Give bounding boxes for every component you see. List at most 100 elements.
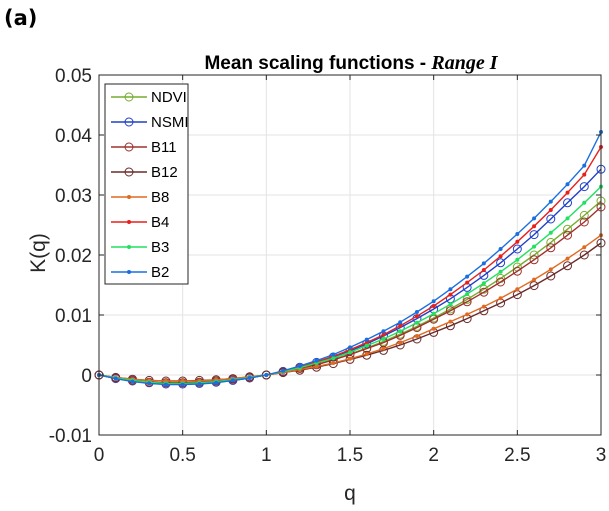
data-point-b3	[448, 302, 453, 307]
data-point-ndvi	[546, 237, 556, 247]
data-point-b4	[414, 314, 419, 319]
legend: NDVI NSMI B11 B12 B8 B4 B3 B2	[104, 83, 189, 285]
data-point-b4	[481, 268, 486, 272]
legend-item-b2: B2	[111, 264, 169, 281]
data-point-b12	[579, 250, 589, 260]
data-point-b8	[348, 356, 352, 361]
data-point-b11	[479, 287, 489, 297]
data-point-b8	[498, 296, 503, 301]
legend-box	[104, 83, 189, 285]
data-point-b11	[445, 306, 455, 316]
data-point-ndvi	[563, 224, 573, 234]
data-point-b2	[113, 376, 118, 381]
data-point-b3	[348, 350, 352, 355]
y-tick-label: 0.02	[55, 246, 92, 267]
y-tick-label: 0.03	[55, 186, 92, 207]
data-point-b8	[448, 319, 453, 324]
data-point-nsmi	[496, 258, 506, 268]
data-point-b3	[398, 329, 403, 334]
legend-marker-b8	[127, 195, 131, 199]
legend-label-b11: B11	[151, 139, 177, 156]
x-tick-label: 1.5	[337, 445, 363, 466]
x-tick-label: 1	[261, 445, 272, 466]
chart-title: Mean scaling functions - Range I	[204, 52, 498, 74]
y-axis-label: K(q)	[27, 233, 50, 273]
data-point-b8	[381, 346, 386, 351]
y-tick-label: -0.01	[49, 426, 92, 447]
data-point-b2	[314, 358, 319, 363]
chart-title-main: Mean scaling functions -	[204, 53, 431, 74]
data-point-nsmi	[512, 244, 522, 254]
y-tick-label: 0.01	[55, 306, 92, 327]
data-point-b3	[465, 292, 470, 296]
data-point-nsmi	[579, 182, 589, 192]
data-point-b11	[512, 266, 522, 276]
legend-marker-nsmi	[124, 117, 134, 127]
data-point-b2	[281, 368, 286, 373]
series-b2	[97, 130, 603, 387]
x-tick-label: 2.5	[504, 445, 530, 466]
legend-label-b12: B12	[151, 164, 178, 181]
tick-marks	[98, 74, 602, 436]
data-point-b8	[431, 326, 436, 331]
data-point-b2	[532, 216, 537, 221]
data-point-b3	[565, 216, 570, 221]
x-tick-label: 0	[94, 445, 105, 466]
data-point-b4	[364, 340, 369, 345]
data-point-b8	[314, 364, 319, 369]
data-point-b2	[214, 380, 219, 385]
chart-title-range: Range I	[430, 52, 498, 74]
data-point-b4	[582, 172, 587, 177]
data-point-b2	[348, 345, 352, 350]
data-point-b2	[465, 274, 470, 279]
x-tick-label: 3	[596, 445, 607, 466]
data-point-b11	[462, 297, 472, 307]
data-point-b2	[431, 299, 436, 304]
data-point-b8	[465, 312, 470, 317]
data-point-b8	[515, 287, 520, 292]
legend-label-b8: B8	[151, 189, 169, 206]
data-point-b2	[331, 352, 336, 357]
data-point-b2	[130, 379, 135, 384]
data-point-b11	[546, 243, 556, 253]
data-point-b8	[414, 334, 419, 338]
data-point-b3	[481, 281, 486, 286]
data-point-b2	[264, 373, 269, 377]
data-point-b3	[331, 356, 336, 361]
data-point-b2	[515, 232, 520, 236]
x-tick-label: 0.5	[169, 445, 195, 466]
legend-marker-b3	[127, 245, 131, 249]
legend-label-b2: B2	[151, 264, 169, 281]
data-point-b4	[515, 239, 520, 244]
data-point-b2	[197, 382, 202, 386]
legend-marker-ndvi	[124, 92, 134, 102]
data-point-b4	[431, 304, 436, 308]
data-point-b3	[532, 244, 537, 249]
y-tick-label: 0.04	[55, 126, 92, 147]
data-point-b3	[548, 230, 553, 235]
y-tick-label: 0.05	[55, 66, 92, 87]
data-point-b4	[448, 292, 453, 297]
x-tick-label: 2	[428, 445, 439, 466]
legend-item-b8: B8	[111, 189, 169, 206]
legend-label-b3: B3	[151, 239, 169, 256]
legend-label-ndvi: NDVI	[151, 89, 187, 106]
data-point-b8	[548, 267, 553, 272]
data-point-b11	[529, 255, 539, 265]
data-point-b2	[481, 261, 486, 266]
legend-label-b4: B4	[151, 214, 169, 231]
data-point-b2	[180, 382, 185, 387]
data-point-b2	[297, 364, 302, 368]
data-point-ndvi	[579, 210, 589, 220]
legend-marker-b2	[127, 270, 131, 274]
data-point-b11	[496, 277, 506, 287]
data-point-b4	[548, 208, 553, 212]
panel-label: (a)	[4, 6, 37, 30]
x-axis-label: q	[344, 482, 356, 505]
data-point-b8	[582, 245, 587, 250]
data-point-b12	[546, 271, 556, 281]
data-point-b11	[579, 217, 589, 227]
data-point-b3	[515, 257, 520, 262]
